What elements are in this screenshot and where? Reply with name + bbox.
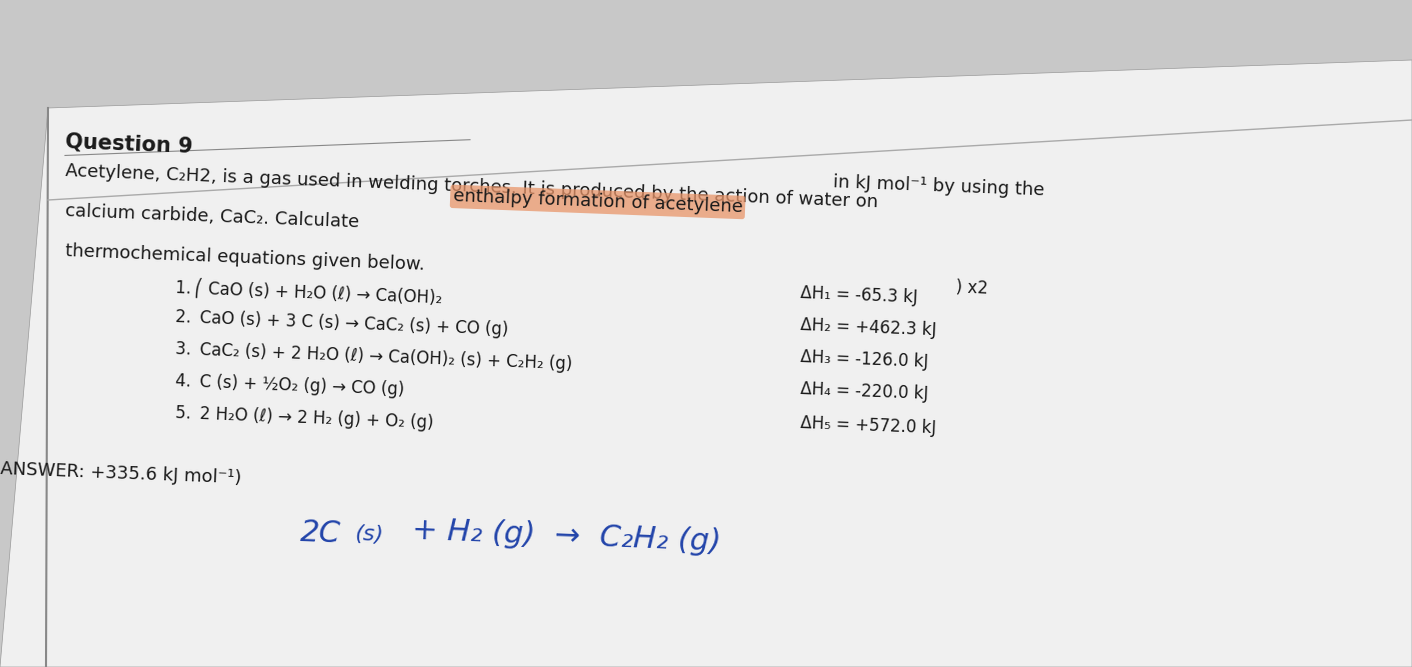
Text: (s): (s): [354, 524, 384, 546]
Text: ΔH₅ = +572.0 kJ: ΔH₅ = +572.0 kJ: [801, 414, 936, 437]
Text: + H₂ (g)  →  C₂H₂ (g): + H₂ (g) → C₂H₂ (g): [393, 515, 722, 556]
Text: ΔH₃ = -126.0 kJ: ΔH₃ = -126.0 kJ: [801, 348, 929, 371]
Text: 2C: 2C: [299, 518, 342, 549]
Text: enthalpy formation of acetylene: enthalpy formation of acetylene: [452, 187, 743, 217]
Text: 5.  2 H₂O (ℓ) → 2 H₂ (g) + O₂ (g): 5. 2 H₂O (ℓ) → 2 H₂ (g) + O₂ (g): [175, 404, 433, 432]
Text: 1. ⎛ CaO (s) + H₂O (ℓ) → Ca(OH)₂: 1. ⎛ CaO (s) + H₂O (ℓ) → Ca(OH)₂: [175, 276, 443, 307]
Text: 4.  C (s) + ½O₂ (g) → CO (g): 4. C (s) + ½O₂ (g) → CO (g): [175, 372, 405, 399]
Text: calcium carbide, CaC₂. Calculate: calcium carbide, CaC₂. Calculate: [65, 203, 366, 232]
Text: ANSWER: +335.6 kJ mol⁻¹): ANSWER: +335.6 kJ mol⁻¹): [0, 460, 241, 488]
Polygon shape: [0, 60, 1412, 667]
Text: ΔH₄ = -220.0 kJ: ΔH₄ = -220.0 kJ: [801, 380, 929, 403]
Text: Acetylene, C₂H2, is a gas used in welding torches. It is produced by the action : Acetylene, C₂H2, is a gas used in weldin…: [65, 163, 878, 211]
Text: 2.  CaO (s) + 3 C (s) → CaC₂ (s) + CO (g): 2. CaO (s) + 3 C (s) → CaC₂ (s) + CO (g): [175, 308, 508, 339]
Text: 2C: 2C: [299, 518, 342, 549]
Text: (s): (s): [354, 524, 384, 546]
Text: in kJ mol⁻¹ by using the: in kJ mol⁻¹ by using the: [827, 173, 1045, 199]
Text: Question 9: Question 9: [65, 133, 193, 157]
Text: 3.  CaC₂ (s) + 2 H₂O (ℓ) → Ca(OH)₂ (s) + C₂H₂ (g): 3. CaC₂ (s) + 2 H₂O (ℓ) → Ca(OH)₂ (s) + …: [175, 340, 573, 374]
Text: ) x2: ) x2: [945, 278, 988, 298]
Text: thermochemical equations given below.: thermochemical equations given below.: [65, 243, 425, 274]
Text: ΔH₁ = -65.3 kJ: ΔH₁ = -65.3 kJ: [801, 284, 918, 306]
Text: ΔH₂ = +462.3 kJ: ΔH₂ = +462.3 kJ: [801, 316, 936, 339]
